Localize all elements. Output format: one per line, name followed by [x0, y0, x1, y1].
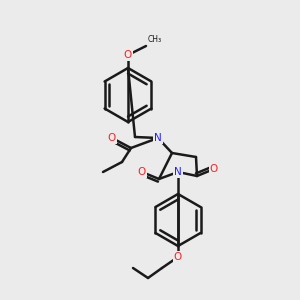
Text: N: N	[174, 167, 182, 177]
Text: CH₃: CH₃	[148, 35, 162, 44]
Text: N: N	[154, 133, 162, 143]
Text: O: O	[138, 167, 146, 177]
Text: O: O	[124, 50, 132, 60]
Text: O: O	[174, 252, 182, 262]
Text: O: O	[108, 133, 116, 143]
Text: O: O	[210, 164, 218, 174]
